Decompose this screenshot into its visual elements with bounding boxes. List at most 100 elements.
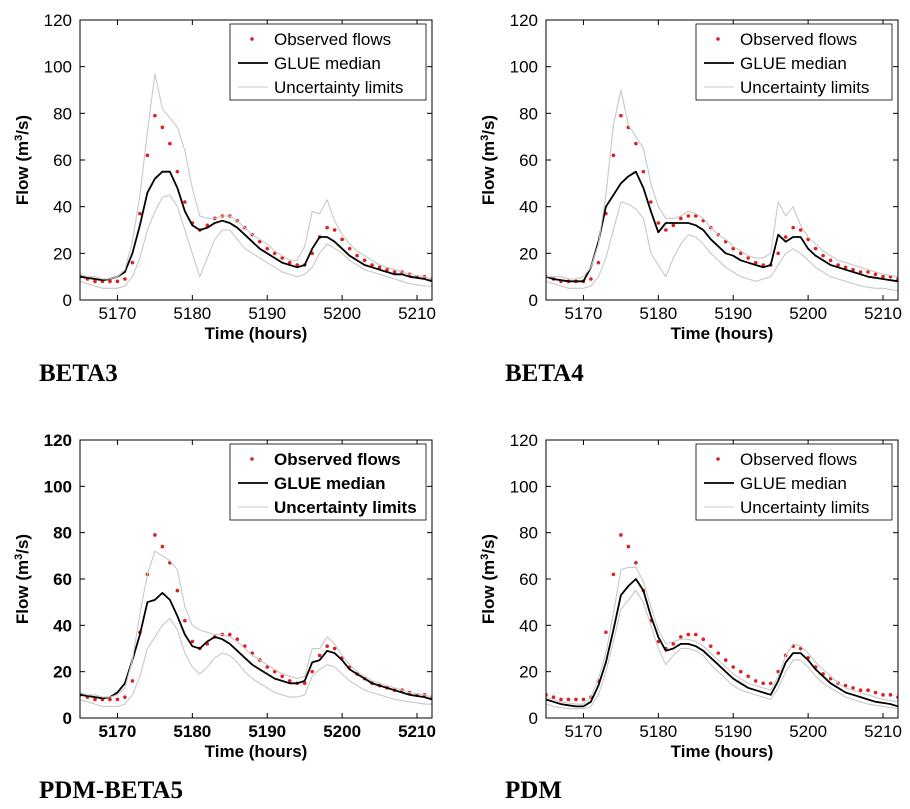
observed-point bbox=[265, 246, 270, 251]
observed-point bbox=[753, 679, 758, 683]
observed-point bbox=[738, 251, 743, 256]
observed-point bbox=[619, 113, 623, 118]
observed-point bbox=[362, 258, 367, 263]
observed-point bbox=[679, 635, 683, 639]
observed-point bbox=[310, 669, 314, 674]
observed-point bbox=[332, 646, 337, 651]
observed-point bbox=[634, 141, 638, 146]
y-tick-label: 20 bbox=[53, 663, 72, 682]
chart-panel-0: 0 20 40 60 80 100 120 5170 5180 5190 5200 5210 Time … bbox=[13, 11, 436, 343]
y-tick-label: 0 bbox=[63, 709, 72, 728]
observed-point bbox=[115, 279, 120, 284]
y-tick-label: 80 bbox=[519, 104, 538, 123]
observed-point bbox=[881, 693, 885, 697]
y-tick-label: 20 bbox=[519, 663, 538, 682]
panel-caption-beta3: BETA3 bbox=[39, 360, 118, 387]
panel-caption-pdm: PDM bbox=[505, 777, 562, 804]
x-tick-label: 5170 bbox=[99, 304, 137, 323]
observed-point bbox=[280, 674, 285, 679]
observed-point bbox=[738, 669, 743, 674]
uncertainty-upper-line bbox=[80, 73, 432, 280]
observed-point bbox=[272, 669, 277, 674]
observed-point bbox=[123, 277, 127, 281]
observed-point bbox=[693, 214, 698, 218]
observed-point bbox=[791, 225, 795, 230]
observed-point bbox=[377, 265, 382, 270]
observed-point bbox=[287, 679, 292, 683]
y-tick-label: 60 bbox=[519, 570, 538, 589]
observed-point bbox=[325, 644, 329, 648]
observed-point bbox=[761, 263, 765, 267]
y-tick-label: 20 bbox=[519, 244, 538, 263]
uncertainty-upper-line bbox=[546, 89, 898, 280]
observed-point bbox=[108, 697, 112, 702]
observed-point bbox=[619, 533, 623, 537]
observed-point bbox=[332, 228, 337, 232]
observed-point bbox=[649, 200, 653, 204]
y-tick-label: 40 bbox=[519, 616, 538, 635]
observed-point bbox=[138, 211, 142, 216]
y-tick-label: 100 bbox=[510, 58, 538, 77]
observed-point bbox=[753, 260, 758, 265]
observed-point bbox=[93, 697, 97, 702]
observed-point bbox=[731, 665, 736, 669]
observed-point bbox=[340, 237, 344, 242]
observed-point bbox=[776, 251, 780, 256]
y-tick-label: 120 bbox=[510, 11, 538, 30]
observed-point bbox=[881, 274, 885, 279]
plot-area bbox=[80, 533, 432, 707]
observed-point bbox=[287, 260, 292, 265]
observed-point bbox=[130, 679, 135, 683]
x-axis-label: Time (hours) bbox=[205, 742, 308, 761]
observed-point bbox=[671, 223, 676, 228]
observed-point bbox=[828, 258, 833, 263]
y-tick-label: 0 bbox=[529, 291, 538, 310]
uncertainty-lower-line bbox=[546, 590, 898, 710]
x-tick-label: 5180 bbox=[173, 722, 211, 741]
legend-observed-marker bbox=[250, 457, 254, 461]
observed-point bbox=[589, 277, 593, 281]
observed-point bbox=[888, 693, 893, 697]
x-tick-label: 5200 bbox=[323, 304, 361, 323]
observed-point bbox=[693, 632, 698, 637]
chart-panel-1: 0 20 40 60 80 100 120 5170 5180 5190 5200 5210 Time … bbox=[479, 11, 902, 343]
observed-point bbox=[656, 221, 661, 225]
observed-point bbox=[746, 674, 751, 679]
x-axis-label: Time (hours) bbox=[205, 324, 308, 343]
x-tick-label: 5170 bbox=[99, 722, 137, 741]
legend-entry-label: GLUE median bbox=[740, 474, 847, 493]
y-tick-label: 120 bbox=[510, 431, 538, 450]
observed-point bbox=[746, 256, 751, 260]
y-tick-label: 60 bbox=[53, 570, 72, 589]
observed-point bbox=[295, 263, 299, 267]
observed-point bbox=[626, 544, 631, 549]
uncertainty-upper-line bbox=[546, 566, 898, 705]
y-tick-label: 20 bbox=[53, 244, 72, 263]
legend-entry-label: Uncertainty limits bbox=[274, 498, 417, 517]
observed-point bbox=[302, 681, 307, 686]
observed-point bbox=[153, 113, 157, 118]
legend-entry-label: Observed flows bbox=[740, 30, 857, 49]
y-axis-label: Flow (m3/s) bbox=[13, 534, 32, 624]
y-tick-label: 60 bbox=[53, 151, 72, 170]
glue-median-line bbox=[80, 170, 432, 283]
observed-point bbox=[716, 651, 721, 655]
legend-observed-marker bbox=[716, 457, 720, 461]
legend: Observed flows GLUE median Uncertainty lim… bbox=[229, 443, 427, 521]
observed-point bbox=[280, 256, 285, 260]
observed-point bbox=[160, 544, 165, 549]
observed-point bbox=[272, 251, 277, 256]
observed-point bbox=[611, 572, 616, 577]
observed-point bbox=[370, 263, 374, 267]
observed-point bbox=[821, 253, 825, 258]
legend-observed-marker bbox=[716, 37, 720, 41]
legend-entry-label: Observed flows bbox=[274, 450, 401, 469]
observed-point bbox=[641, 169, 646, 174]
observed-point bbox=[108, 279, 112, 284]
uncertainty-lower-line bbox=[80, 194, 432, 289]
x-tick-label: 5180 bbox=[639, 722, 677, 741]
x-tick-label: 5200 bbox=[789, 304, 827, 323]
glue-median-line bbox=[80, 592, 432, 701]
observed-point bbox=[723, 658, 728, 662]
observed-point bbox=[392, 270, 397, 274]
